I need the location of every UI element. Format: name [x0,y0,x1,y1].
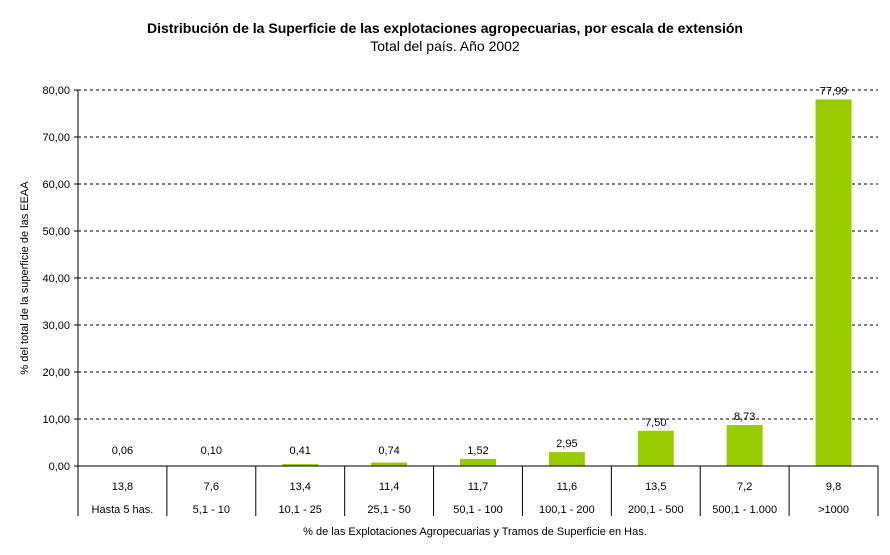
x-tick-label: 500,1 - 1.000 [712,504,777,516]
table-value: 9,8 [826,481,841,493]
data-label: 0,74 [378,445,399,457]
bar [371,462,408,466]
x-tick-label: 5,1 - 10 [193,504,230,516]
table-value: 7,6 [204,481,219,493]
y-axis-title: % del total de la superficie de las EEAA [19,181,31,375]
bar [282,464,319,466]
chart-title: Distribución de la Superficie de las exp… [147,20,743,36]
x-tick-label: >1000 [818,504,849,516]
y-tick-label: 0,00 [49,461,70,473]
data-label: 0,41 [290,445,311,457]
data-label: 77,99 [820,85,848,97]
x-tick-label: 200,1 - 500 [628,504,684,516]
table-value: 7,2 [737,481,752,493]
x-tick-label: 50,1 - 100 [453,504,503,516]
x-tick-label: 10,1 - 25 [279,504,322,516]
x-axis-title: % de las Explotaciones Agropecuarias y T… [303,526,647,538]
x-tick-label: 25,1 - 50 [367,504,410,516]
y-tick-label: 80,00 [42,85,70,97]
data-label: 0,06 [112,445,133,457]
table-value: 13,8 [112,481,133,493]
bar [637,430,674,466]
data-label: 7,50 [645,417,666,429]
y-tick-label: 40,00 [42,273,70,285]
y-tick-label: 20,00 [42,367,70,379]
y-tick-label: 10,00 [42,414,70,426]
y-tick-label: 50,00 [42,226,70,238]
y-tick-label: 30,00 [42,320,70,332]
chart-subtitle: Total del país. Año 2002 [370,38,520,54]
bar [548,452,585,466]
table-value: 11,6 [557,481,578,493]
x-tick-label: Hasta 5 has. [92,504,154,516]
data-label: 8,73 [734,411,755,423]
table-value: 13,5 [645,481,666,493]
table-value: 11,4 [379,481,400,493]
data-label: 1,52 [467,445,488,457]
bar [460,458,496,466]
x-tick-label: 100,1 - 200 [539,504,595,516]
y-tick-label: 60,00 [42,179,70,191]
table-value: 13,4 [290,481,311,493]
data-label: 0,10 [201,445,222,457]
data-label: 2,95 [556,438,577,450]
y-tick-label: 70,00 [42,132,70,144]
bar [815,99,852,467]
bar [726,424,763,466]
table-value: 11,7 [468,481,489,493]
